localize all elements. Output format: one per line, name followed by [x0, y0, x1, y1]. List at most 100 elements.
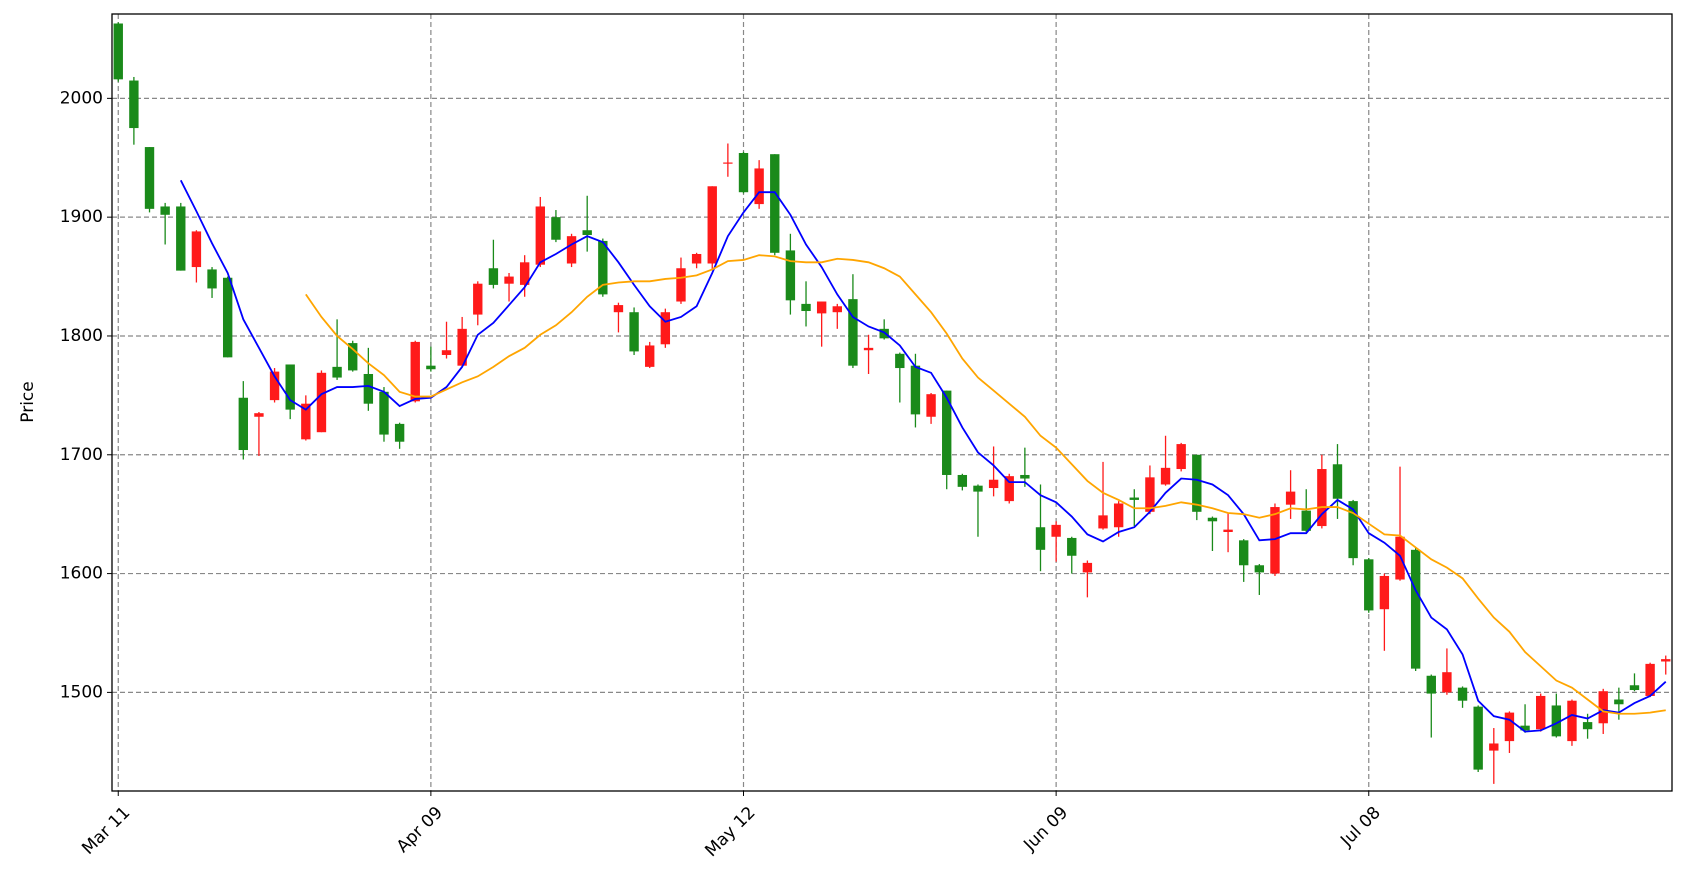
candle-body [269, 371, 280, 401]
candle-body [1567, 700, 1577, 742]
candle-body [1051, 524, 1061, 537]
y-tick-label: 2000 [60, 88, 103, 108]
candle-body [410, 341, 420, 402]
candle-body [551, 217, 561, 240]
candle-body [566, 236, 577, 264]
candle-body [1145, 477, 1155, 512]
candle-body [1489, 743, 1499, 751]
candle-body [1473, 706, 1483, 770]
candle-body [691, 253, 702, 264]
candle-body [129, 80, 139, 129]
candle-body [1270, 507, 1280, 574]
candle-body [1410, 549, 1421, 669]
candle-body [988, 479, 999, 489]
x-tick-label: Jul 08 [1336, 803, 1384, 851]
plot-frame [111, 13, 1673, 792]
candle-body [895, 353, 905, 369]
candle-body [1426, 675, 1436, 694]
candle-body [1317, 469, 1327, 527]
candle-body [598, 240, 608, 295]
candle-body [1254, 565, 1265, 573]
candle-body [816, 301, 827, 314]
candle-body [1379, 575, 1390, 610]
candle-body [473, 283, 483, 315]
candle-body [1582, 722, 1593, 730]
candle-body [160, 206, 170, 215]
x-tick-label: Mar 11 [78, 803, 134, 859]
candle-body [1035, 527, 1046, 550]
candle-body [1661, 659, 1671, 662]
candle-body [1364, 559, 1374, 611]
candle-body [285, 364, 295, 410]
candle-body [1332, 464, 1343, 499]
candle-body [426, 365, 436, 370]
candle-body [379, 391, 389, 435]
candle-body [519, 262, 530, 285]
candle-body [301, 403, 311, 440]
candle-body [1504, 712, 1515, 742]
candle-body [707, 186, 717, 264]
candle-body [363, 373, 374, 404]
candle-body [832, 306, 842, 313]
candle-body [613, 305, 624, 313]
y-tick-label: 1600 [60, 564, 103, 584]
candle-body [1614, 699, 1624, 705]
moving-average-line [179, 179, 1667, 733]
candle-body [207, 269, 217, 289]
candle-body [1645, 663, 1655, 696]
candle-body [1348, 501, 1358, 559]
x-tick-label: Jun 09 [1019, 803, 1072, 856]
candle-body [1192, 454, 1202, 512]
candle-body [1020, 474, 1030, 479]
candle-body [394, 423, 405, 442]
candle-body [113, 23, 123, 80]
candle-body [942, 390, 952, 475]
candle-body [144, 147, 155, 209]
y-tick-label: 1900 [60, 207, 103, 227]
candle-body [801, 303, 811, 312]
candle-body [1536, 695, 1546, 730]
y-tick-label: 1800 [60, 326, 103, 346]
y-tick-label: 1700 [60, 445, 103, 465]
candle-body [848, 299, 858, 366]
candle-body [1113, 503, 1124, 528]
candle-body [504, 276, 514, 284]
candle-body [785, 250, 796, 301]
candle-body [910, 365, 921, 415]
candle-body [1520, 725, 1530, 731]
x-tick-label: May 12 [701, 803, 759, 861]
candle-body [316, 372, 327, 433]
candle-body [238, 397, 248, 451]
candle-body [1176, 444, 1186, 470]
candle-body [1442, 672, 1452, 693]
candle-body [973, 485, 983, 492]
candle-body [926, 394, 936, 417]
candle-body [1395, 536, 1405, 580]
candle-body [1160, 467, 1171, 485]
candle-body [660, 312, 671, 345]
candle-body [582, 230, 592, 235]
candle-body [1301, 510, 1311, 531]
y-axis-label: Price [18, 381, 38, 422]
candle-body [1207, 517, 1218, 522]
candle-body [191, 231, 202, 268]
candle-body [738, 153, 749, 193]
candle-body [1239, 540, 1249, 566]
candle-body [879, 328, 889, 339]
candle-body [332, 366, 342, 378]
candle-body [957, 474, 968, 487]
candle-body [176, 206, 186, 271]
candle-body [1082, 562, 1093, 573]
candle-body [1285, 491, 1296, 505]
candle-body [535, 206, 545, 265]
moving-average-line [305, 254, 1666, 715]
candle-body [770, 154, 780, 253]
candle-body [1067, 537, 1077, 556]
candle-body [1129, 497, 1139, 500]
candle-body [1223, 529, 1233, 532]
candle-body [222, 277, 233, 358]
y-tick-label: 1500 [60, 682, 103, 702]
candle-body [1551, 705, 1562, 737]
candle-body [754, 168, 764, 205]
